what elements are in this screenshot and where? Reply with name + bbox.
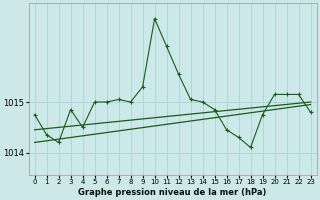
X-axis label: Graphe pression niveau de la mer (hPa): Graphe pression niveau de la mer (hPa): [78, 188, 267, 197]
